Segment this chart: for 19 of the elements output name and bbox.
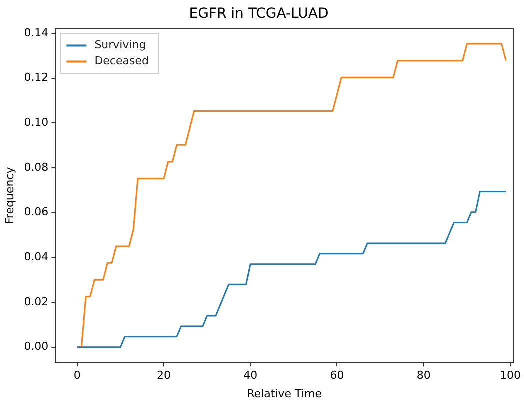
x-tick-label: 80 xyxy=(416,369,431,382)
y-tick-label: 0.08 xyxy=(24,160,49,174)
y-tick-label: 0.06 xyxy=(24,206,49,219)
y-tick-label: 0.12 xyxy=(24,71,49,84)
x-tick-label: 60 xyxy=(330,369,344,382)
x-tick-label: 100 xyxy=(500,369,521,382)
x-tick-label: 0 xyxy=(74,369,81,382)
x-tick-label: 40 xyxy=(244,369,258,382)
x-axis-title: Relative Time xyxy=(247,387,322,400)
y-tick-label: 0.00 xyxy=(24,340,49,354)
legend-label: Deceased xyxy=(94,54,149,68)
y-axis-title: Frequency xyxy=(3,166,16,224)
y-tick-label: 0.04 xyxy=(24,250,49,264)
y-tick-label: 0.14 xyxy=(24,26,49,40)
legend-label: Surviving xyxy=(94,38,146,52)
chart-title: EGFR in TCGA-LUAD xyxy=(189,6,329,22)
y-tick-label: 0.10 xyxy=(24,116,49,130)
y-tick-label: 0.02 xyxy=(24,295,49,308)
x-tick-label: 20 xyxy=(156,369,171,382)
